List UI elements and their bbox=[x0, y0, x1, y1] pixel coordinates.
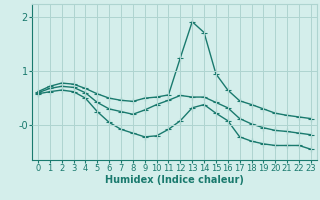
X-axis label: Humidex (Indice chaleur): Humidex (Indice chaleur) bbox=[105, 175, 244, 185]
